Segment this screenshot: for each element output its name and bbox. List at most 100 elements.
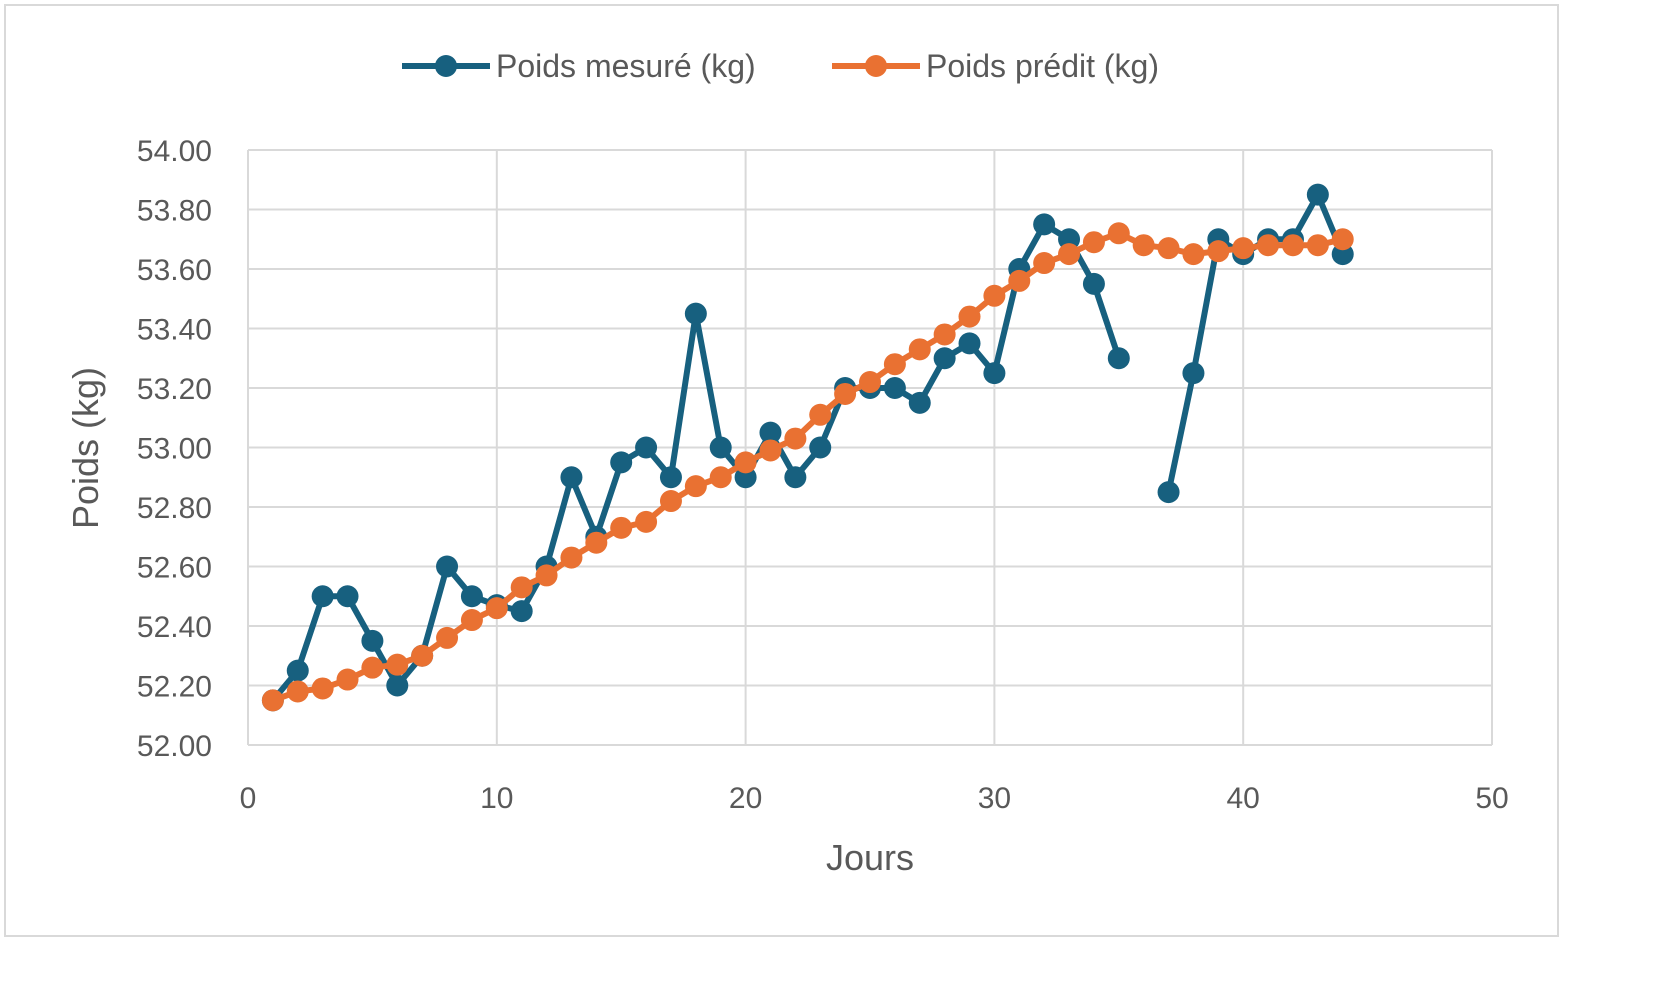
data-point xyxy=(436,555,459,578)
data-point xyxy=(1082,231,1105,254)
legend-label: Poids mesuré (kg) xyxy=(496,48,756,84)
data-point xyxy=(1033,252,1056,275)
data-point xyxy=(1132,234,1155,257)
data-point xyxy=(361,629,384,652)
data-point xyxy=(908,338,931,361)
data-point xyxy=(610,451,633,474)
data-point xyxy=(1281,234,1304,257)
x-tick-label: 40 xyxy=(1227,782,1260,815)
x-tick-label: 50 xyxy=(1475,782,1508,815)
data-point xyxy=(610,516,633,539)
y-tick-label: 52.80 xyxy=(137,492,212,525)
y-tick-label: 52.60 xyxy=(137,552,212,585)
data-point xyxy=(983,362,1006,385)
data-point xyxy=(1107,222,1130,245)
data-point xyxy=(1306,183,1329,206)
y-tick-labels: 52.00 52.20 52.40 52.60 52.80 53.00 53.20 53.40… xyxy=(137,135,212,763)
data-point xyxy=(859,371,881,394)
data-point xyxy=(635,436,658,459)
data-point xyxy=(1058,243,1081,266)
data-point xyxy=(784,466,807,489)
chart-frame xyxy=(4,4,1559,937)
data-point xyxy=(510,600,533,623)
y-tick-label: 53.20 xyxy=(137,373,212,406)
series-predicted xyxy=(261,222,1354,712)
data-point xyxy=(809,436,832,459)
y-tick-label: 53.00 xyxy=(137,433,212,466)
data-point xyxy=(1182,243,1205,266)
data-point xyxy=(684,302,707,325)
data-point xyxy=(286,680,309,703)
gridlines xyxy=(247,149,1493,746)
data-point xyxy=(386,674,409,697)
legend-marker xyxy=(865,55,887,77)
data-point xyxy=(1331,228,1354,251)
x-tick-labels: 0 10 20 30 40 50 xyxy=(240,782,1509,815)
data-point xyxy=(311,677,334,700)
data-point xyxy=(1306,234,1329,257)
data-point xyxy=(1207,240,1230,263)
legend-marker xyxy=(435,55,457,77)
data-point xyxy=(535,564,558,587)
data-point xyxy=(709,466,732,489)
data-point xyxy=(361,656,384,679)
y-tick-label: 52.20 xyxy=(137,671,212,704)
data-point xyxy=(659,466,682,489)
data-point xyxy=(460,609,483,632)
data-point xyxy=(933,347,956,370)
data-point xyxy=(784,427,807,450)
y-tick-label: 54.00 xyxy=(137,135,212,168)
data-point xyxy=(1257,234,1280,257)
data-point xyxy=(958,305,981,328)
data-point xyxy=(1232,237,1255,260)
data-point xyxy=(1082,272,1105,295)
y-tick-label: 53.60 xyxy=(137,254,212,287)
data-point xyxy=(560,466,583,489)
data-point xyxy=(386,653,409,676)
data-point xyxy=(759,439,782,462)
data-point xyxy=(684,475,707,498)
data-point xyxy=(336,585,359,608)
data-point xyxy=(809,403,832,426)
y-tick-label: 53.40 xyxy=(137,314,212,347)
x-tick-label: 10 xyxy=(480,782,513,815)
y-axis-label: Poids (kg) xyxy=(65,367,106,529)
legend-label: Poids prédit (kg) xyxy=(926,48,1159,84)
data-point xyxy=(485,597,508,620)
data-point xyxy=(411,644,434,667)
data-point xyxy=(709,436,732,459)
data-point xyxy=(635,510,658,533)
data-point xyxy=(1157,481,1180,504)
data-point xyxy=(933,323,956,346)
data-point xyxy=(336,668,359,691)
data-point xyxy=(1107,347,1130,370)
y-tick-label: 53.80 xyxy=(137,195,212,228)
y-tick-label: 52.00 xyxy=(137,730,212,763)
series-group xyxy=(261,183,1354,712)
x-tick-label: 0 xyxy=(240,782,257,815)
y-tick-label: 52.40 xyxy=(137,611,212,644)
data-point xyxy=(311,585,334,608)
data-point xyxy=(286,659,309,682)
data-point xyxy=(759,421,782,444)
data-point xyxy=(436,626,459,649)
data-point xyxy=(883,377,906,399)
data-point xyxy=(908,391,931,414)
data-point xyxy=(883,353,906,376)
data-point xyxy=(1033,213,1056,236)
x-tick-label: 30 xyxy=(978,782,1011,815)
data-point xyxy=(510,576,533,599)
data-point xyxy=(734,451,757,474)
data-point xyxy=(585,531,608,554)
data-point xyxy=(659,490,682,513)
x-tick-label: 20 xyxy=(729,782,762,815)
data-point xyxy=(460,585,483,608)
x-axis-label: Jours xyxy=(826,837,914,878)
data-point xyxy=(983,284,1006,307)
data-point xyxy=(560,546,583,569)
data-point xyxy=(958,332,981,355)
data-point xyxy=(1157,237,1180,260)
data-point xyxy=(261,689,284,712)
legend: Poids mesuré (kg) Poids prédit (kg) xyxy=(402,48,1159,84)
